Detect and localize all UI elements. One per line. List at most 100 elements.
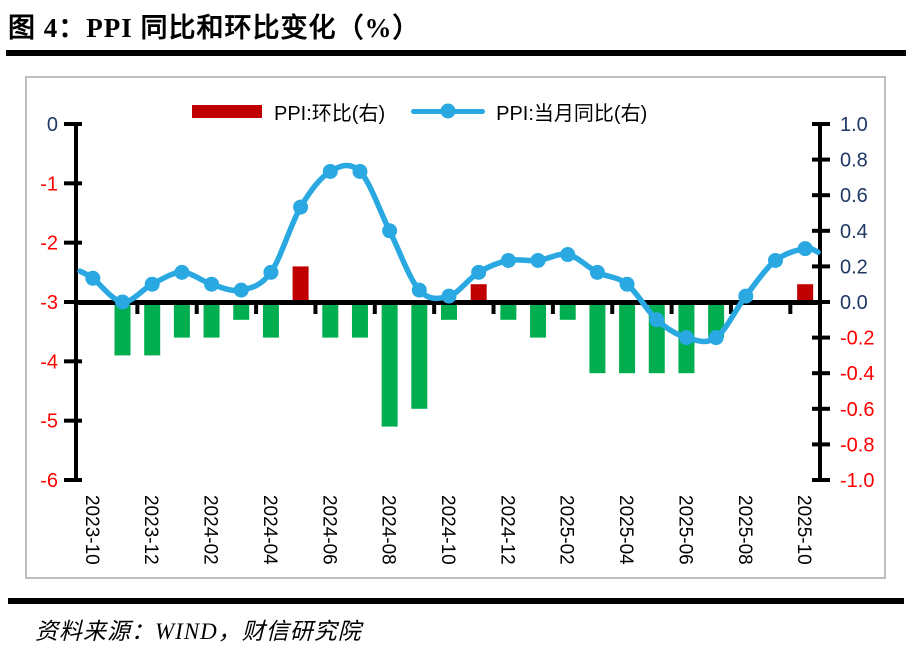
- yoy-line-marker: [144, 276, 160, 292]
- x-axis-tick: [372, 305, 377, 314]
- right-axis-tick: [812, 406, 830, 411]
- mom-bar-negative: [322, 305, 339, 338]
- mom-bar-negative: [441, 305, 457, 320]
- left-axis-tick-label: -5: [40, 411, 58, 433]
- mom-bar-positive: [470, 284, 487, 300]
- left-axis-tick-label: -6: [40, 470, 58, 492]
- x-axis-tick: [788, 305, 793, 314]
- x-axis-label: 2024-06: [318, 495, 339, 565]
- mom-bar-negative: [619, 305, 636, 374]
- mom-bar-negative: [530, 305, 547, 338]
- right-axis-tick: [812, 228, 830, 233]
- x-axis-tick: [135, 305, 140, 314]
- mom-bar-negative: [114, 305, 131, 356]
- yoy-line-marker: [293, 199, 309, 215]
- right-axis-tick-label: 0.8: [840, 150, 868, 172]
- right-axis-tick-label: 0.2: [840, 256, 868, 278]
- yoy-line-marker: [471, 264, 487, 280]
- yoy-line-marker: [589, 264, 605, 280]
- yoy-line-marker: [619, 276, 635, 292]
- yoy-line-marker: [738, 288, 754, 304]
- x-axis-tick: [313, 305, 318, 314]
- mom-bar-positive: [797, 284, 814, 300]
- right-axis-tick: [812, 478, 830, 482]
- yoy-line-marker: [174, 264, 190, 280]
- mom-bar-negative: [559, 305, 576, 320]
- mom-bar-negative: [351, 305, 368, 338]
- left-axis-tick: [64, 240, 82, 245]
- source-divider: [8, 598, 904, 604]
- left-axis-tick: [64, 181, 82, 186]
- x-axis-label: 2024-02: [200, 495, 221, 565]
- right-axis-tick: [812, 300, 830, 304]
- mom-bar-negative: [203, 305, 220, 338]
- x-axis-tick: [254, 305, 259, 314]
- right-axis-tick: [812, 335, 830, 340]
- yoy-line-marker: [678, 330, 694, 346]
- yoy-line-marker: [560, 247, 576, 263]
- right-axis-tick: [812, 371, 830, 376]
- x-axis-label: 2025-06: [674, 495, 695, 565]
- legend-bar-swatch-icon: [192, 104, 262, 118]
- mom-bar-negative: [589, 305, 606, 374]
- x-axis-tick: [194, 305, 199, 314]
- mom-bar-negative: [381, 305, 398, 427]
- x-axis-label: 2025-10: [793, 495, 814, 565]
- x-axis-tick: [669, 305, 674, 314]
- mom-bar-negative: [173, 305, 190, 338]
- yoy-line-marker: [797, 241, 813, 257]
- yoy-line-marker: [85, 270, 101, 286]
- legend-line-label: PPI:当月同比(右): [496, 102, 648, 125]
- left-axis-tick-label: -3: [40, 292, 58, 314]
- yoy-line-marker: [204, 276, 220, 292]
- x-axis-label: 2025-04: [615, 495, 636, 565]
- right-axis-tick-label: -0.6: [840, 399, 874, 421]
- right-axis-tick-label: -0.8: [840, 434, 874, 456]
- x-axis-label: 2024-08: [378, 495, 399, 565]
- right-axis-tick-label: 0.4: [840, 221, 868, 243]
- chart-legend: PPI:环比(右) PPI:当月同比(右): [192, 97, 647, 125]
- mom-bar-negative: [144, 305, 161, 356]
- right-axis-tick: [812, 193, 830, 198]
- left-axis-tick: [64, 122, 82, 126]
- mom-bar-negative: [708, 305, 725, 338]
- left-axis-tick: [64, 418, 82, 423]
- yoy-line-marker: [708, 330, 724, 346]
- figure-title: 图 4：PPI 同比和环比变化（%）: [8, 13, 421, 43]
- left-axis-tick-label: -1: [40, 173, 58, 195]
- right-axis-tick-label: -0.4: [840, 363, 874, 385]
- chart-area: [25, 76, 886, 579]
- x-axis-label: 2023-10: [81, 495, 102, 565]
- x-axis-label: 2024-10: [437, 495, 458, 565]
- x-axis-tick: [491, 305, 496, 314]
- mom-bar-negative: [262, 305, 279, 338]
- yoy-line-marker: [382, 223, 398, 239]
- x-axis-label: 2023-12: [140, 495, 161, 565]
- left-axis-tick: [64, 478, 82, 482]
- yoy-line-marker: [233, 282, 249, 298]
- x-axis-tick: [550, 305, 555, 314]
- yoy-line-marker: [500, 252, 516, 268]
- legend-line-swatch-icon: [411, 103, 486, 119]
- yoy-line-marker: [441, 288, 457, 304]
- right-axis-tick: [812, 442, 830, 447]
- yoy-line-marker: [263, 264, 279, 280]
- right-axis-tick-label: 1.0: [840, 114, 868, 136]
- source-note: 资料来源：WIND，财信研究院: [35, 619, 362, 644]
- right-axis-tick-label: -0.2: [840, 328, 874, 350]
- title-underline: [6, 50, 906, 56]
- mom-bar-positive: [292, 266, 309, 300]
- mom-bar-negative: [411, 305, 428, 409]
- left-axis-tick: [64, 359, 82, 364]
- x-axis-label: 2024-12: [496, 495, 517, 565]
- right-axis-tick: [812, 157, 830, 162]
- yoy-line-marker: [352, 163, 368, 179]
- x-axis-tick: [610, 305, 615, 314]
- right-axis-tick-label: 0.6: [840, 185, 868, 207]
- left-axis-tick: [64, 300, 82, 304]
- right-axis-tick-label: -1.0: [840, 470, 874, 492]
- yoy-line-marker: [530, 252, 546, 268]
- yoy-line-marker: [322, 163, 338, 179]
- left-axis-tick-label: -2: [40, 233, 58, 255]
